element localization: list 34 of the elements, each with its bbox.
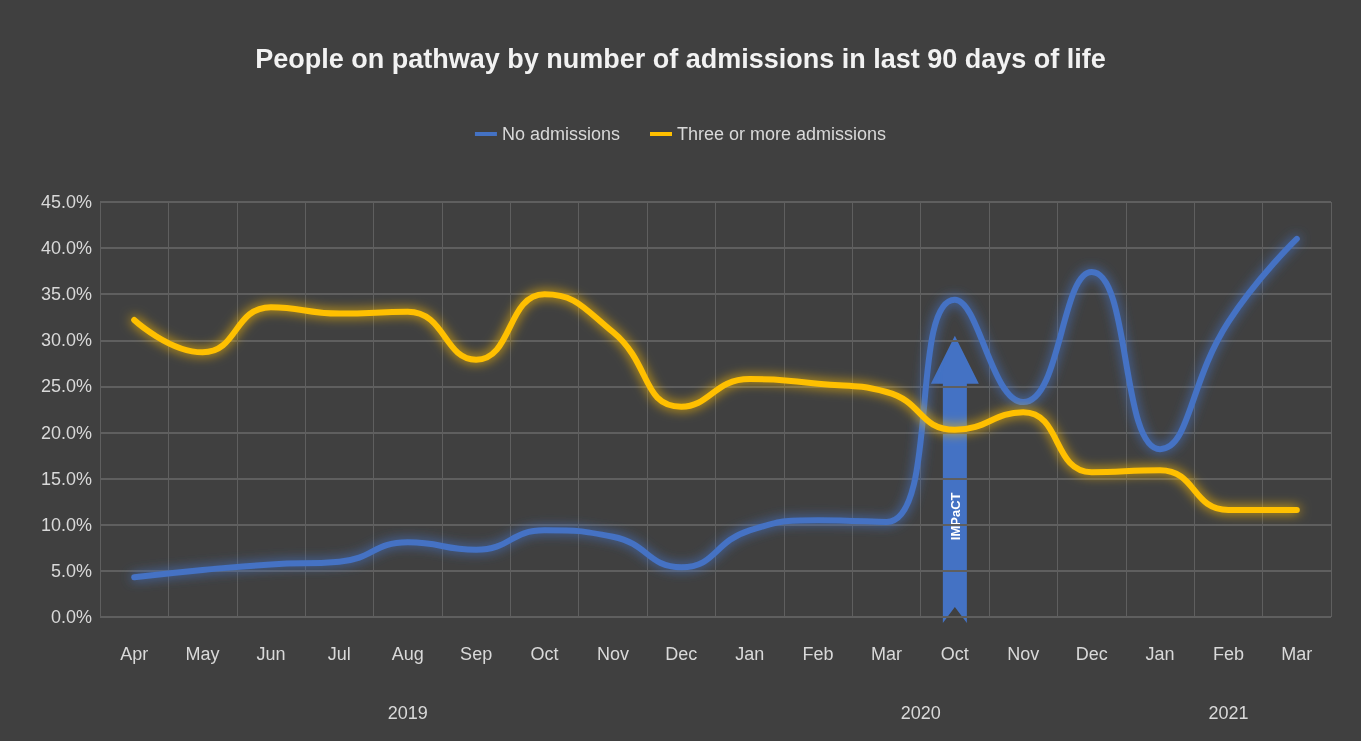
y-tick-label: 5.0%	[50, 560, 92, 581]
y-tick-label: 30.0%	[40, 330, 92, 351]
x-tick-label: Mar	[870, 644, 902, 664]
legend-label: Three or more admissions	[676, 124, 887, 144]
legend-label: No admissions	[501, 124, 620, 144]
x-tick-label: Feb	[1212, 644, 1244, 664]
y-tick-label: 10.0%	[40, 514, 92, 535]
x-tick-label: Aug	[391, 644, 424, 664]
x-tick-label: Dec	[1075, 644, 1108, 664]
x-tick-label: Jun	[256, 644, 286, 664]
x-tick-label: Mar	[1281, 644, 1313, 664]
x-tick-label: May	[185, 644, 220, 664]
x-tick-label: Oct	[940, 644, 969, 664]
y-tick-label: 35.0%	[40, 284, 92, 305]
text: 2021	[1208, 703, 1249, 723]
x-tick-label: Jul	[327, 644, 351, 664]
x-tick-label: Apr	[120, 644, 149, 664]
y-tick-label: 25.0%	[40, 376, 92, 397]
text: 2020	[900, 703, 941, 723]
y-tick-label: 15.0%	[40, 468, 92, 489]
x-tick-label: Nov	[1007, 644, 1040, 664]
y-tick-label: 20.0%	[40, 422, 92, 443]
y-tick-label: 0.0%	[50, 607, 92, 627]
x-tick-label: Jan	[735, 644, 765, 664]
x-tick-label: Jan	[1145, 644, 1175, 664]
y-tick-label: 40.0%	[40, 238, 92, 259]
x-tick-label: Sep	[460, 644, 493, 664]
x-tick-label: Feb	[802, 644, 834, 664]
x-tick-label: Oct	[530, 644, 559, 664]
x-tick-label: Nov	[596, 644, 629, 664]
x-tick-label: Dec	[665, 644, 698, 664]
chart-title: People on pathway by number of admissions in last 90 days of life	[255, 43, 1106, 74]
text: 2019	[387, 703, 428, 723]
y-tick-label: 45.0%	[40, 192, 92, 212]
